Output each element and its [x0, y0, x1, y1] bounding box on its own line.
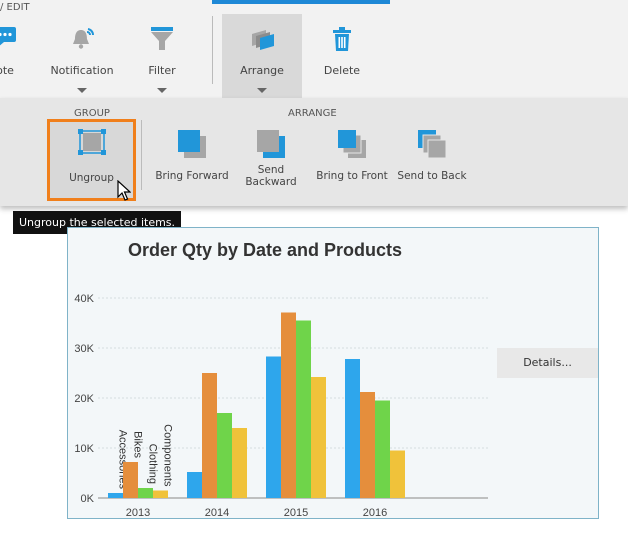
send-backward-line1: Send [257, 164, 285, 176]
data-label: Clothing [147, 444, 159, 484]
bar-clothing-2013 [138, 488, 153, 498]
bar-clothing-2014 [217, 413, 232, 498]
ribbon-divider [212, 16, 213, 84]
bring-forward-button[interactable]: Bring Forward [154, 122, 230, 194]
x-tick-label: 2015 [284, 507, 308, 519]
bell-icon [69, 26, 95, 55]
data-label: Components [162, 424, 174, 487]
section-divider [141, 120, 142, 190]
y-tick-label: 20K [74, 393, 94, 405]
arrange-label: Arrange [240, 64, 284, 77]
bring-to-front-label: Bring to Front [316, 170, 388, 182]
send-backward-label: Send Backward [238, 164, 304, 188]
delete-label: Delete [323, 64, 361, 77]
bar-components-2013 [153, 490, 168, 498]
bring-to-front-button[interactable]: Bring to Front [314, 122, 390, 194]
y-tick-label: 0K [81, 493, 95, 505]
data-label: Bikes [132, 431, 144, 458]
comment-icon [0, 26, 17, 51]
bring-to-front-icon [336, 128, 368, 163]
ungroup-icon [77, 128, 107, 161]
chart-title: Order Qty by Date and Products [128, 240, 403, 260]
send-to-back-icon [416, 128, 448, 163]
bar-bikes-2016 [360, 392, 375, 498]
bar-clothing-2016 [375, 400, 390, 498]
filter-icon [150, 26, 174, 55]
x-tick-label: 2014 [205, 507, 229, 519]
send-to-back-label: Send to Back [397, 170, 467, 182]
y-tick-label: 10K [74, 443, 94, 455]
bring-forward-label: Bring Forward [155, 170, 229, 182]
x-tick-label: 2016 [363, 507, 387, 519]
send-backward-button[interactable]: Send Backward [238, 122, 304, 194]
bar-components-2014 [232, 428, 247, 498]
chevron-down-icon[interactable] [157, 88, 167, 93]
filter-button[interactable]: Filter [134, 14, 190, 98]
send-to-back-button[interactable]: Send to Back [396, 122, 468, 194]
y-tick-label: 30K [74, 343, 94, 355]
active-tab-indicator [212, 0, 390, 4]
details-button[interactable]: Details... [497, 348, 598, 378]
filter-label: Filter [148, 64, 176, 77]
arrange-button[interactable]: Arrange [222, 14, 302, 98]
ungroup-label: Ungroup [69, 172, 114, 184]
chevron-down-icon[interactable] [257, 88, 267, 93]
bar-accessories-2015 [266, 356, 281, 498]
bar-bikes-2015 [281, 312, 296, 498]
y-tick-label: 40K [74, 293, 94, 305]
bar-bikes-2013 [123, 462, 138, 498]
notification-button[interactable]: Notification [50, 14, 114, 98]
bar-accessories-2014 [187, 472, 202, 498]
ribbon-tab-label[interactable]: / EDIT [0, 2, 30, 13]
bar-accessories-2013 [108, 493, 123, 498]
chevron-down-icon[interactable] [77, 88, 87, 93]
layers-icon [248, 26, 276, 55]
bar-bikes-2014 [202, 373, 217, 498]
notification-label: Notification [50, 64, 114, 77]
group-section-label: GROUP [74, 108, 110, 119]
send-backward-line2: Backward [245, 176, 297, 188]
bar-clothing-2015 [296, 320, 311, 498]
bar-accessories-2016 [345, 359, 360, 498]
arrange-section-label: ARRANGE [288, 108, 337, 119]
ribbon-toolbar: / EDIT ote Notification Filter Arrange D… [0, 0, 628, 98]
bring-forward-icon [176, 128, 208, 163]
trash-icon [330, 26, 354, 55]
send-backward-icon [255, 128, 287, 163]
bar-components-2016 [390, 450, 405, 498]
ungroup-button[interactable]: Ungroup [47, 119, 136, 201]
mouse-cursor-icon [117, 179, 132, 206]
note-label: ote [0, 64, 14, 77]
bar-components-2015 [311, 377, 326, 498]
delete-button[interactable]: Delete [312, 14, 372, 98]
x-tick-label: 2013 [126, 507, 150, 519]
note-button[interactable]: ote [0, 14, 30, 98]
arrange-sub-ribbon: GROUP ARRANGE Ungroup Bring Forward Send… [0, 98, 628, 206]
